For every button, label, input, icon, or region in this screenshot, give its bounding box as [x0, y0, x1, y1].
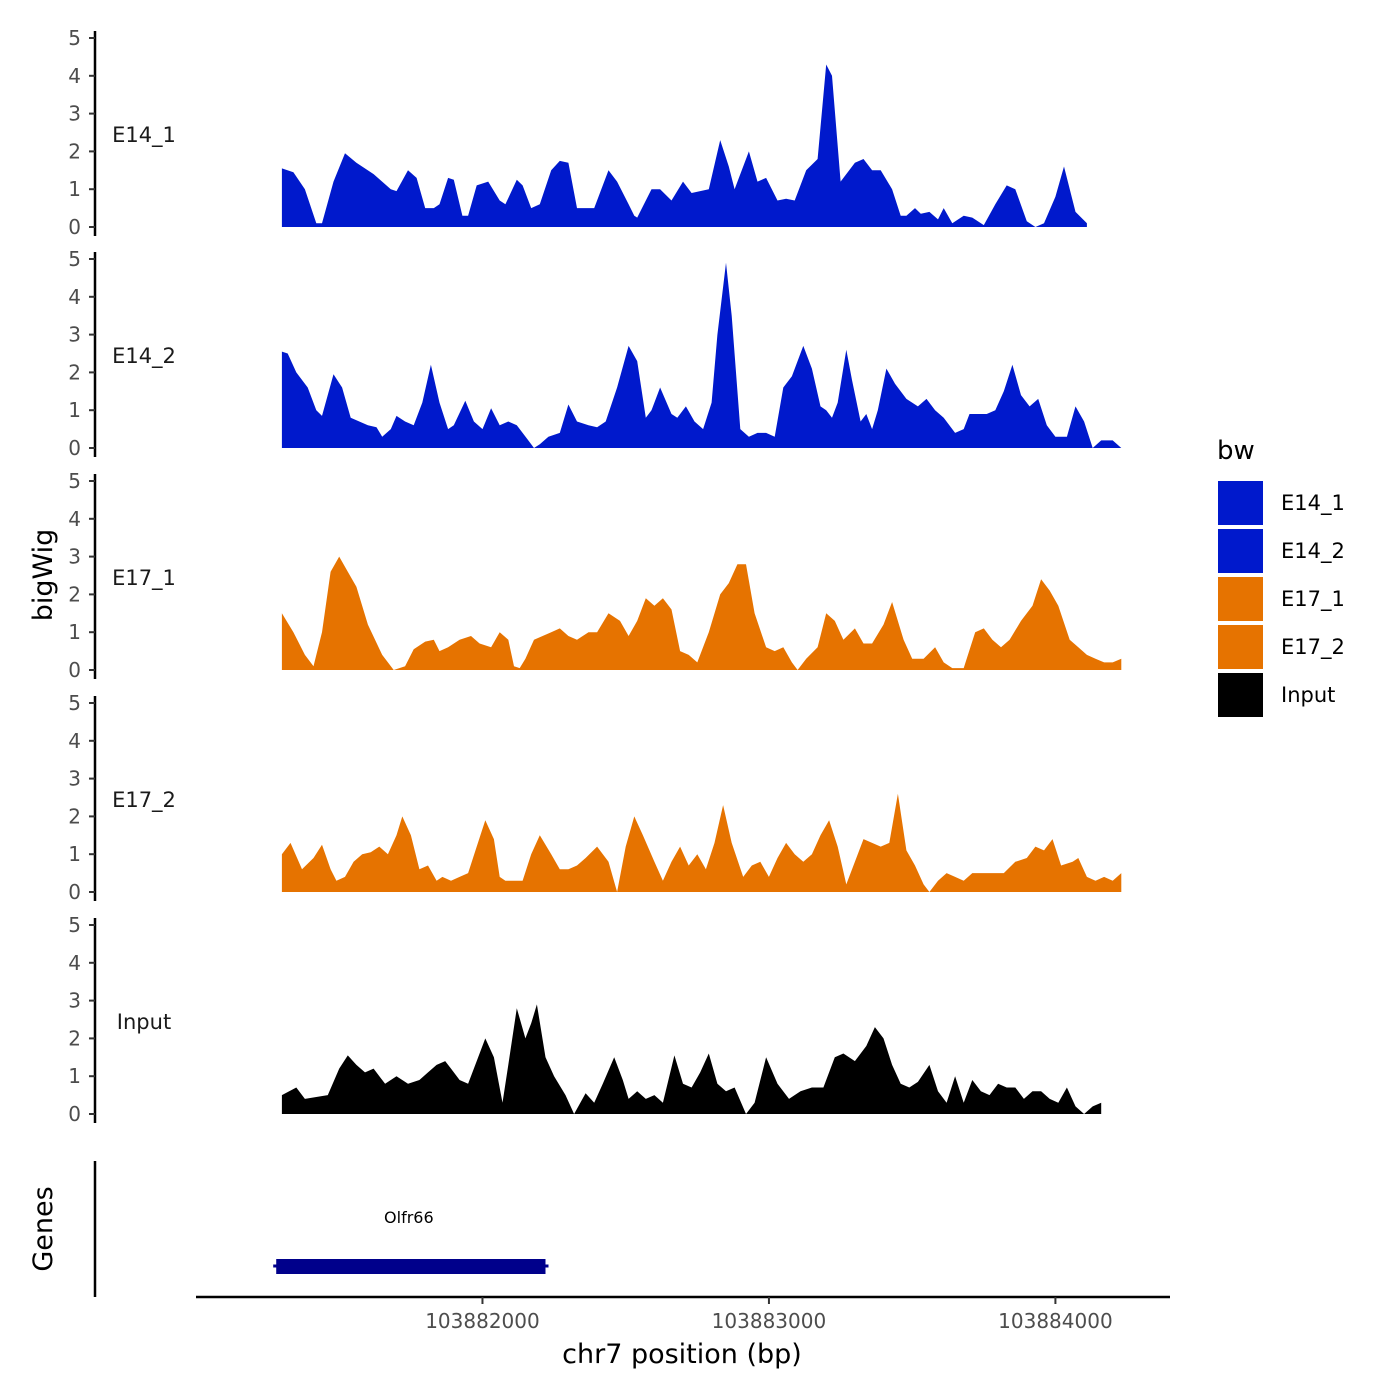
y-tick-label: 2 [68, 139, 81, 163]
legend-swatch [1218, 625, 1263, 669]
y-tick-label: 0 [68, 880, 81, 904]
x-axis-title: chr7 position (bp) [562, 1339, 802, 1370]
coverage-area-e14_2 [281, 262, 1122, 448]
y-tick-label: 1 [68, 842, 81, 866]
x-tick-label: 103883000 [712, 1309, 827, 1333]
legend-swatch [1218, 529, 1263, 573]
x-tick-label: 103882000 [425, 1309, 540, 1333]
track-label: E14_1 [112, 123, 176, 148]
track-e14_1: 0 1 2 3 4 5 E14_1 [68, 26, 1087, 239]
y-tick-label: 5 [68, 26, 81, 50]
legend-swatch [1218, 577, 1263, 621]
legend-label: E17_1 [1281, 587, 1345, 612]
legend-label: Input [1281, 683, 1335, 707]
legend-swatch [1218, 481, 1263, 525]
y-tick-label: 4 [68, 951, 81, 975]
y-tick-label: 3 [68, 767, 81, 791]
legend: bw E14_1 E14_2 E17_1 E17_2 Input [1217, 436, 1345, 717]
gene-panel-title: Genes [28, 1186, 59, 1271]
coverage-area-e14_1 [281, 64, 1087, 227]
legend-item-e14_1: E14_1 [1218, 481, 1345, 525]
y-tick-label: 5 [68, 469, 81, 493]
gene-panel: Olfr66 [93, 1161, 549, 1297]
y-tick-label: 1 [68, 620, 81, 644]
y-tick-label: 4 [68, 64, 81, 88]
y-tick-label: 1 [68, 398, 81, 422]
y-tick-label: 4 [68, 285, 81, 309]
track-label: E17_2 [112, 788, 176, 813]
coverage-area-input [281, 1004, 1102, 1114]
legend-label: E17_2 [1281, 635, 1345, 660]
legend-item-input: Input [1218, 673, 1335, 717]
y-tick-label: 3 [68, 102, 81, 126]
coverage-tracks: 0 1 2 3 4 5 E14_1 0 1 2 3 4 5 E14_2 0 1 2 3 4 5 E17_1 0 1 2 3 4 5 E… [68, 26, 1122, 1126]
legend-title: bw [1217, 436, 1255, 466]
y-tick-label: 2 [68, 360, 81, 384]
legend-label: E14_2 [1281, 539, 1345, 564]
y-tick-label: 1 [68, 177, 81, 201]
track-e17_1: 0 1 2 3 4 5 E17_1 [68, 469, 1122, 682]
track-label: E14_2 [112, 344, 176, 369]
y-tick-label: 1 [68, 1064, 81, 1088]
track-e14_2: 0 1 2 3 4 5 E14_2 [68, 247, 1122, 460]
y-tick-label: 5 [68, 913, 81, 937]
gene-label: Olfr66 [384, 1208, 434, 1227]
y-tick-label: 4 [68, 729, 81, 753]
track-label: E17_1 [112, 566, 176, 591]
legend-item-e17_2: E17_2 [1218, 625, 1345, 669]
y-tick-label: 2 [68, 1026, 81, 1050]
y-axis-title: bigWig [28, 529, 59, 622]
y-tick-label: 3 [68, 323, 81, 347]
legend-label: E14_1 [1281, 491, 1345, 516]
y-tick-label: 0 [68, 1102, 81, 1126]
y-tick-label: 0 [68, 658, 81, 682]
y-tick-label: 4 [68, 507, 81, 531]
y-tick-label: 2 [68, 582, 81, 606]
x-tick-label: 103884000 [998, 1309, 1113, 1333]
legend-item-e17_1: E17_1 [1218, 577, 1345, 621]
y-tick-label: 0 [68, 215, 81, 239]
legend-item-e14_2: E14_2 [1218, 529, 1345, 573]
coverage-area-e17_2 [281, 793, 1122, 892]
track-e17_2: 0 1 2 3 4 5 E17_2 [68, 691, 1122, 904]
y-tick-label: 5 [68, 691, 81, 715]
track-input: 0 1 2 3 4 5 Input [68, 913, 1102, 1126]
y-tick-label: 3 [68, 545, 81, 569]
track-label: Input [117, 1010, 171, 1034]
y-tick-label: 3 [68, 989, 81, 1013]
x-axis: 103882000 103883000 103884000 [196, 1295, 1170, 1333]
y-tick-label: 0 [68, 436, 81, 460]
y-tick-label: 5 [68, 247, 81, 271]
y-tick-label: 2 [68, 804, 81, 828]
legend-swatch [1218, 673, 1263, 717]
coverage-area-e17_1 [281, 556, 1122, 670]
